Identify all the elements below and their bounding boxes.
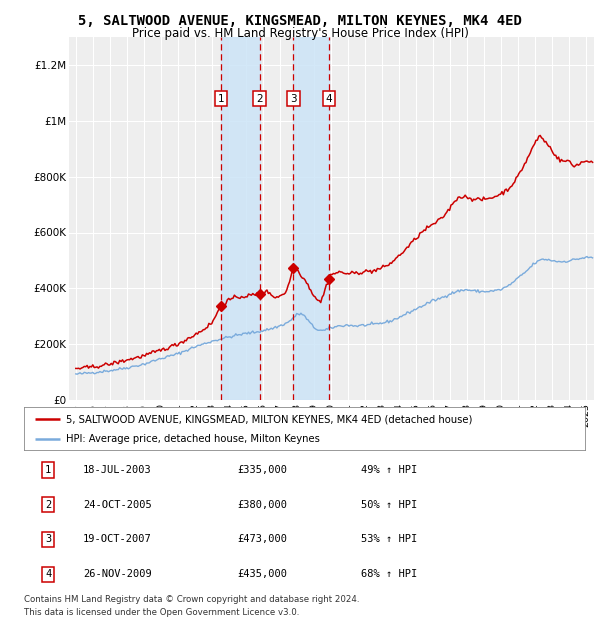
Text: 18-JUL-2003: 18-JUL-2003 — [83, 465, 152, 475]
Text: 1: 1 — [218, 94, 224, 104]
Text: 24-OCT-2005: 24-OCT-2005 — [83, 500, 152, 510]
Text: 68% ↑ HPI: 68% ↑ HPI — [361, 569, 417, 579]
Text: 1: 1 — [45, 465, 51, 475]
Bar — [221, 37, 260, 400]
Text: 2: 2 — [256, 94, 263, 104]
Text: 3: 3 — [45, 534, 51, 544]
Text: 50% ↑ HPI: 50% ↑ HPI — [361, 500, 417, 510]
Text: 49% ↑ HPI: 49% ↑ HPI — [361, 465, 417, 475]
Text: £435,000: £435,000 — [237, 569, 287, 579]
Text: 5, SALTWOOD AVENUE, KINGSMEAD, MILTON KEYNES, MK4 4ED (detached house): 5, SALTWOOD AVENUE, KINGSMEAD, MILTON KE… — [66, 414, 472, 424]
Text: 3: 3 — [290, 94, 296, 104]
Text: 26-NOV-2009: 26-NOV-2009 — [83, 569, 152, 579]
Text: £473,000: £473,000 — [237, 534, 287, 544]
Text: 5, SALTWOOD AVENUE, KINGSMEAD, MILTON KEYNES, MK4 4ED: 5, SALTWOOD AVENUE, KINGSMEAD, MILTON KE… — [78, 14, 522, 28]
Text: £380,000: £380,000 — [237, 500, 287, 510]
Text: £335,000: £335,000 — [237, 465, 287, 475]
Text: This data is licensed under the Open Government Licence v3.0.: This data is licensed under the Open Gov… — [24, 608, 299, 618]
Text: Price paid vs. HM Land Registry's House Price Index (HPI): Price paid vs. HM Land Registry's House … — [131, 27, 469, 40]
Text: 53% ↑ HPI: 53% ↑ HPI — [361, 534, 417, 544]
Text: HPI: Average price, detached house, Milton Keynes: HPI: Average price, detached house, Milt… — [66, 434, 320, 444]
Text: 2: 2 — [45, 500, 51, 510]
Text: 19-OCT-2007: 19-OCT-2007 — [83, 534, 152, 544]
Text: Contains HM Land Registry data © Crown copyright and database right 2024.: Contains HM Land Registry data © Crown c… — [24, 595, 359, 604]
Text: 4: 4 — [326, 94, 332, 104]
Bar — [293, 37, 329, 400]
Text: 4: 4 — [45, 569, 51, 579]
